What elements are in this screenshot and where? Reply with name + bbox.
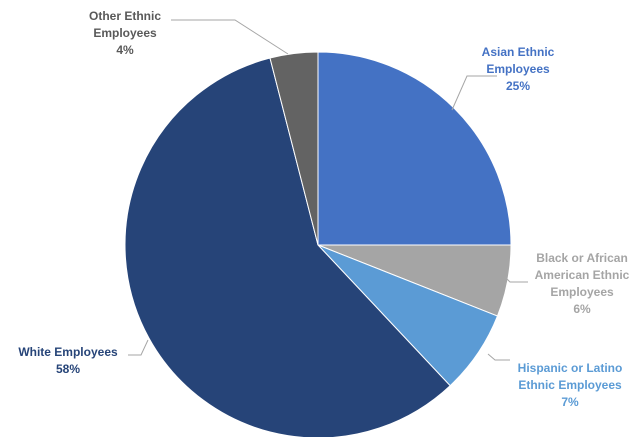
- data-label-percent: 7%: [561, 395, 579, 409]
- data-label-1: Black or African American Ethnic Employees…: [535, 251, 630, 316]
- data-label-line: Employees: [486, 62, 550, 76]
- data-label-2: Hispanic or Latino Ethnic Employees 7%: [518, 361, 623, 409]
- data-label-percent: 25%: [506, 79, 530, 93]
- data-label-4: Other Ethnic Employees 4%: [89, 9, 161, 57]
- data-label-line: American Ethnic: [535, 268, 630, 282]
- pie-slice-0: [317, 51, 512, 246]
- leader-line-4: [171, 19, 289, 55]
- pie-slice-3: [124, 57, 451, 437]
- data-labels: Asian Ethnic Employees 25% Black or African…: [18, 9, 629, 409]
- leader-lines: [128, 19, 528, 361]
- data-label-line: Hispanic or Latino: [518, 361, 623, 375]
- data-label-percent: 4%: [116, 43, 134, 57]
- pie-slice-4: [269, 51, 319, 246]
- data-label-line: Ethnic Employees: [518, 378, 622, 392]
- data-label-0: Asian Ethnic Employees 25%: [482, 45, 555, 93]
- data-label-line: Other Ethnic: [89, 9, 161, 23]
- leader-line-1: [504, 276, 528, 283]
- leader-line-2: [487, 353, 510, 361]
- data-label-line: Employees: [550, 285, 614, 299]
- data-label-percent: 58%: [56, 362, 80, 376]
- data-label-line: White Employees: [18, 345, 118, 359]
- pie-slices: [124, 51, 512, 437]
- leader-line-3: [128, 339, 149, 356]
- data-label-line: Employees: [93, 26, 157, 40]
- data-label-3: White Employees 58%: [18, 345, 118, 376]
- data-label-line: Black or African: [536, 251, 628, 265]
- data-label-line: Asian Ethnic: [482, 45, 555, 59]
- data-label-percent: 6%: [573, 302, 591, 316]
- leader-line-0: [451, 75, 497, 111]
